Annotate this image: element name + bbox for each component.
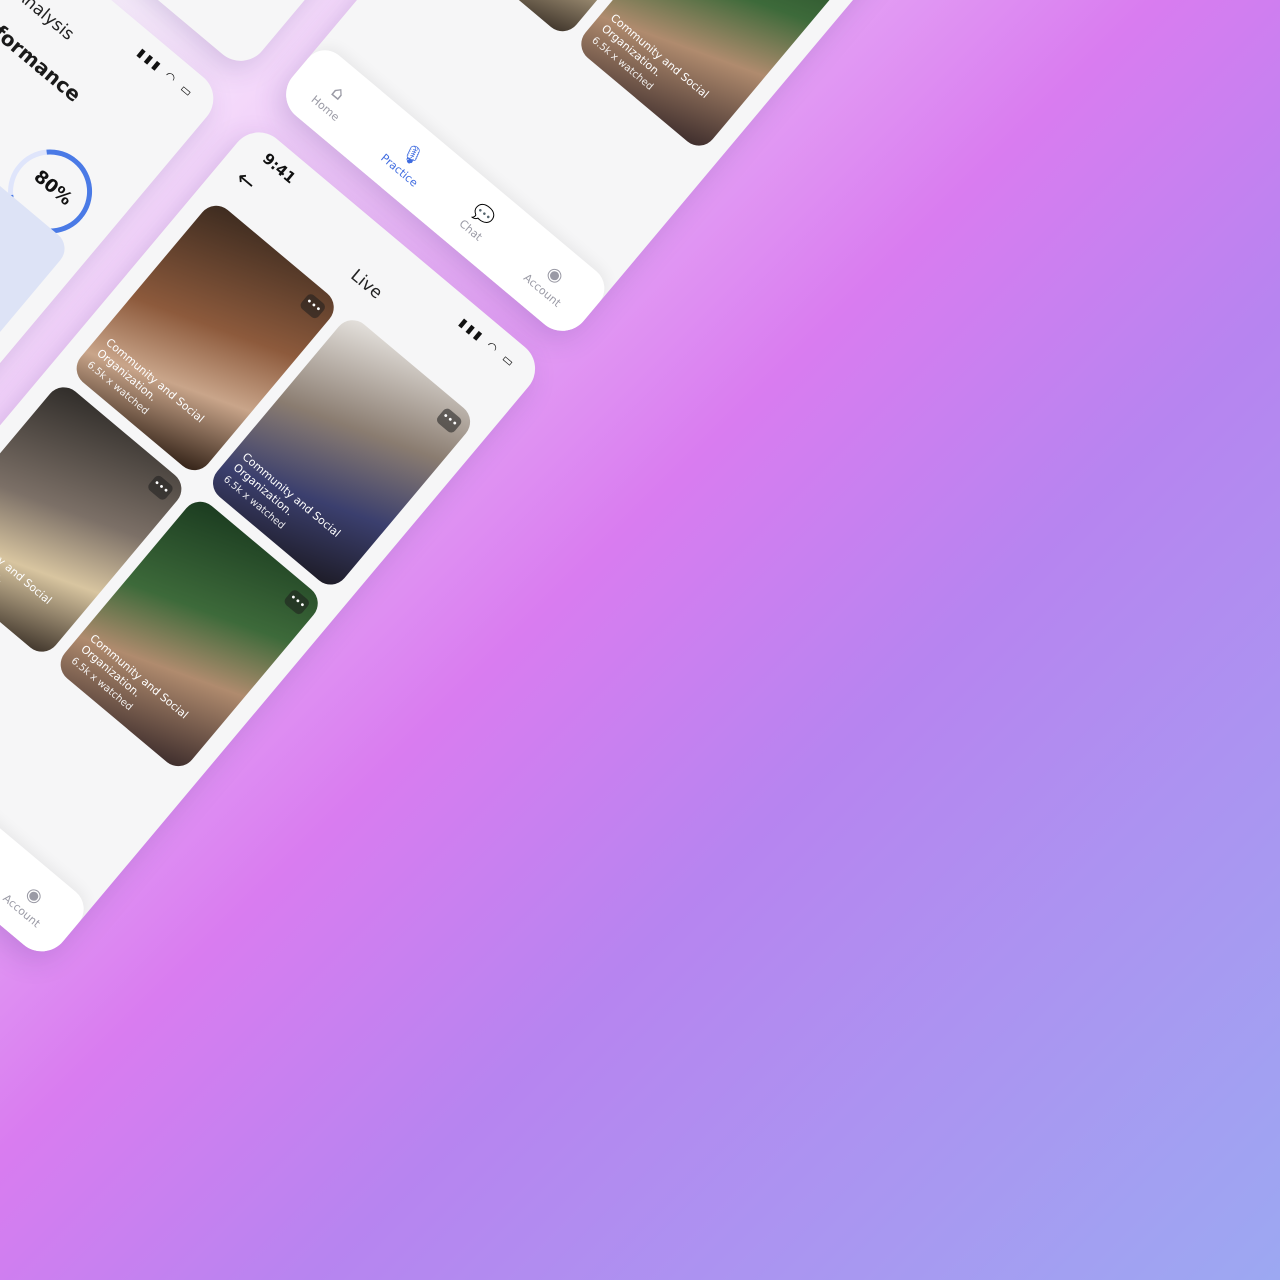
more-icon[interactable]: •••: [146, 473, 175, 502]
rotated-layout: 9:41 ▮▮▮ ◠ ▭ ← Live ••• Community and So…: [0, 0, 1019, 963]
nav-account[interactable]: ◉ Account: [521, 252, 579, 310]
nav-practice[interactable]: 🎙 Practice: [379, 133, 436, 189]
card-title: Community and Social Organization.: [598, 11, 712, 101]
nav-account[interactable]: ◉ Account: [1, 873, 59, 930]
card-watched: 6.5k x watched: [453, 0, 572, 23]
more-icon[interactable]: •••: [298, 292, 328, 321]
live-grid: ••• Community and Social Organization. 6…: [416, 0, 1019, 174]
more-icon[interactable]: •••: [282, 588, 312, 617]
card-title: Community and Social Organization.: [462, 0, 592, 12]
bottom-nav: ⌂Home 🎙Practice 💬Chat ◉Account: [0, 661, 93, 963]
more-icon[interactable]: •••: [434, 406, 464, 435]
nav-chat[interactable]: 💬 Chat: [456, 199, 500, 244]
live-card[interactable]: ••• Community and Social Organization. 6…: [573, 0, 846, 153]
nav-home[interactable]: ⌂ Home: [309, 74, 358, 123]
